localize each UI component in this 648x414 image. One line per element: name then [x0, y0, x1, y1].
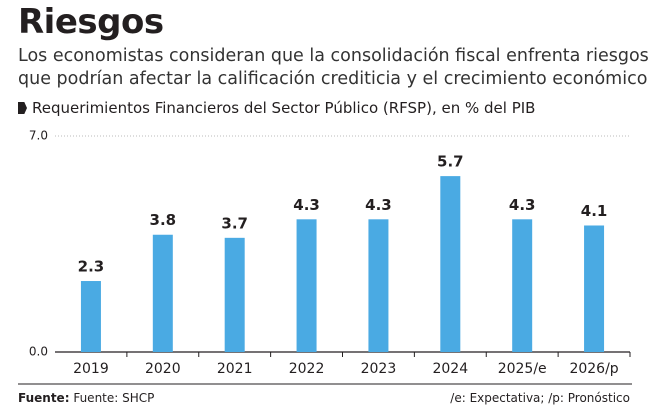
marker-icon	[18, 102, 27, 114]
x-tick-label: 2019	[73, 361, 109, 377]
bar	[584, 225, 605, 352]
value-label: 3.8	[150, 211, 177, 229]
note: /e: Expectativa; /p: Pronóstico	[450, 391, 630, 405]
title: Riesgos	[18, 2, 164, 42]
chart-title: Requerimientos Financieros del Sector Pú…	[32, 99, 536, 117]
source-text: Fuente: SHCP	[73, 391, 155, 405]
x-tick-label: 2022	[289, 361, 325, 377]
x-tick-label: 2021	[217, 361, 253, 377]
bar	[440, 176, 461, 352]
x-tick-label: 2026/p	[569, 361, 618, 377]
value-label: 4.3	[509, 196, 536, 214]
bar	[152, 234, 173, 352]
value-label: 2.3	[78, 258, 105, 276]
source: Fuente: Fuente: SHCP	[18, 391, 154, 405]
value-label: 4.3	[365, 196, 392, 214]
x-tick-label: 2023	[361, 361, 397, 377]
subtitle-line: que podrían afectar la calificación cred…	[18, 69, 648, 89]
x-tick-label: 2025/e	[498, 361, 547, 377]
value-label: 3.7	[221, 214, 248, 232]
x-tick-label: 2020	[145, 361, 181, 377]
y-tick-label: 7.0	[29, 129, 48, 143]
bar	[512, 219, 533, 352]
subtitle-line: Los economistas consideran que la consol…	[18, 46, 648, 66]
value-label: 4.1	[581, 202, 608, 220]
source-label: Fuente:	[18, 391, 70, 405]
x-tick-label: 2024	[432, 361, 468, 377]
value-label: 5.7	[437, 153, 464, 171]
bar	[80, 281, 101, 352]
bar	[224, 237, 245, 352]
y-tick-label: 0.0	[29, 345, 48, 359]
bar	[368, 219, 389, 352]
bar	[296, 219, 317, 352]
value-label: 4.3	[293, 196, 320, 214]
